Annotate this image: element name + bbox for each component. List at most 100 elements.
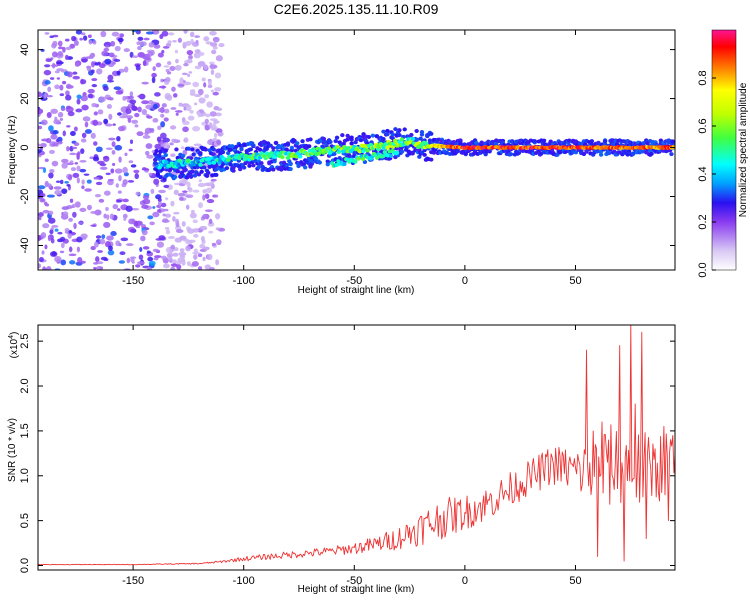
noise-point <box>152 118 159 123</box>
secondary-ridge-point <box>353 159 358 164</box>
spectral-halo-point <box>186 146 191 151</box>
spectral-halo-point <box>211 147 216 152</box>
noise-point <box>38 125 43 130</box>
noise-point <box>47 86 52 93</box>
spectral-halo-point <box>422 152 427 157</box>
noise-point <box>122 95 127 101</box>
noise-point <box>108 52 115 58</box>
noise-point <box>186 261 191 267</box>
noise-point <box>68 174 73 181</box>
noise-point <box>104 241 111 248</box>
snr-y-multiplier: (x104) <box>8 332 20 359</box>
noise-point <box>181 179 188 185</box>
noise-point <box>207 80 212 86</box>
noise-point <box>174 64 182 71</box>
noise-point <box>141 109 148 116</box>
noise-point <box>48 172 54 179</box>
noise-point <box>132 55 139 59</box>
noise-point <box>105 172 111 176</box>
noise-point <box>119 251 126 256</box>
noise-point <box>44 32 50 35</box>
noise-point <box>170 107 177 110</box>
colorbar-tick-label: 0.0 <box>697 262 709 277</box>
noise-point <box>152 206 156 209</box>
noise-point <box>73 142 80 147</box>
spectral-halo-point <box>333 139 338 144</box>
noise-point <box>127 95 134 100</box>
noise-point <box>89 156 94 160</box>
noise-point <box>212 91 219 96</box>
noise-point <box>38 149 42 154</box>
noise-point <box>96 266 103 270</box>
spectral-halo-point <box>358 138 364 143</box>
noise-point <box>165 247 173 254</box>
secondary-ridge-point <box>381 154 386 159</box>
noise-point <box>156 241 165 248</box>
noise-point <box>142 194 150 200</box>
noise-point <box>163 142 169 149</box>
spectral-halo-point <box>226 151 231 156</box>
noise-point <box>66 183 71 187</box>
noise-point <box>182 190 188 193</box>
chart-title: C2E6.2025.135.11.10.R09 <box>274 1 439 17</box>
noise-point <box>215 128 223 134</box>
y-tick-label: 40 <box>19 43 31 55</box>
spectral-halo-point <box>606 151 612 156</box>
noise-point <box>192 41 199 47</box>
noise-point <box>100 30 107 38</box>
noise-point <box>167 61 172 65</box>
noise-point <box>115 183 119 188</box>
noise-point <box>46 194 55 198</box>
noise-point <box>155 62 162 68</box>
noise-point <box>114 144 123 151</box>
spectral-halo-point <box>328 139 333 144</box>
noise-point <box>163 108 170 114</box>
noise-point <box>62 130 66 137</box>
noise-point <box>152 211 160 218</box>
noise-point <box>166 252 174 258</box>
noise-point <box>146 115 153 119</box>
colorbar-tick-label: 0.6 <box>697 118 709 133</box>
noise-point <box>117 37 124 43</box>
noise-point <box>50 64 59 67</box>
noise-point <box>189 89 196 93</box>
noise-point <box>144 127 153 134</box>
noise-point <box>98 96 106 103</box>
noise-point <box>129 99 137 105</box>
noise-point <box>211 49 217 55</box>
spectral-halo-point <box>259 161 264 166</box>
noise-point <box>156 136 162 143</box>
noise-point <box>71 35 77 42</box>
noise-point <box>73 40 79 46</box>
noise-point <box>209 267 215 270</box>
colorbar: 0.0 0.2 0.4 0.6 0.8 Normalized spectral ampl… <box>697 29 749 278</box>
noise-point <box>194 65 202 70</box>
noise-point <box>93 111 98 116</box>
y-tick-label: 1.0 <box>19 468 31 483</box>
noise-point <box>189 31 195 38</box>
noise-point <box>123 218 127 221</box>
noise-point <box>51 160 59 167</box>
noise-point <box>210 89 215 93</box>
noise-point <box>202 256 206 262</box>
spectral-halo-point <box>188 174 194 179</box>
noise-point <box>187 115 195 121</box>
noise-point <box>197 111 201 118</box>
noise-point <box>93 241 99 248</box>
spectral-halo-point <box>295 141 300 146</box>
spectral-halo-point <box>271 146 276 151</box>
noise-point <box>153 178 160 185</box>
noise-point <box>51 143 58 147</box>
noise-point <box>197 182 206 188</box>
noise-point <box>95 256 100 263</box>
noise-point <box>84 188 92 192</box>
noise-point <box>111 150 116 155</box>
spectral-halo-point <box>288 167 293 172</box>
noise-point <box>86 65 92 72</box>
noise-point <box>218 43 225 48</box>
spectral-ridge-point <box>381 146 387 151</box>
noise-point <box>201 77 206 82</box>
noise-point <box>125 108 132 115</box>
spectral-halo-point <box>479 140 484 145</box>
noise-point <box>192 81 200 88</box>
